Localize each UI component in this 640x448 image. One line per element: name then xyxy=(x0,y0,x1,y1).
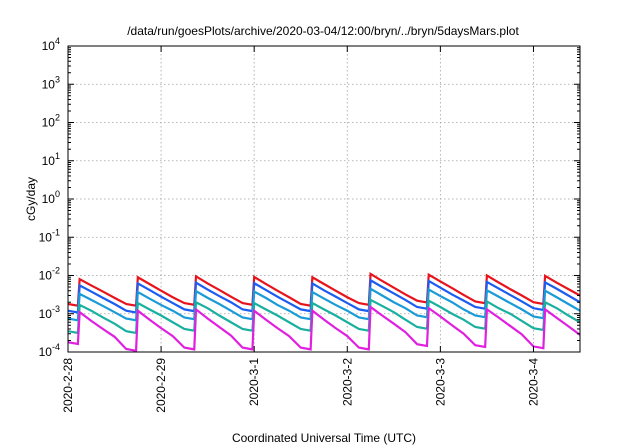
x-tick-label: 2020-3-3 xyxy=(433,358,447,406)
x-tick-label: 2020-3-4 xyxy=(526,358,540,406)
y-tick-label: 10-1 xyxy=(39,227,60,244)
y-tick-label: 103 xyxy=(42,74,60,91)
y-axis: 10-4 10-3 10-2 10-1 100 101 102 103 104 xyxy=(39,36,580,359)
chart-title: /data/run/goesPlots/archive/2020-03-04/1… xyxy=(127,24,519,38)
grid xyxy=(68,46,580,352)
x-tick-label: 2020-3-1 xyxy=(247,358,261,406)
y-tick-label: 10-4 xyxy=(39,342,60,359)
series-line-5 xyxy=(68,304,580,352)
y-axis-label: cGy/day xyxy=(24,177,38,221)
y-tick-label: 104 xyxy=(42,36,60,53)
series-line-3 xyxy=(68,286,580,322)
x-tick-label: 2020-2-28 xyxy=(61,358,75,413)
series-group xyxy=(68,272,580,352)
y-tick-label: 100 xyxy=(42,189,60,206)
x-tick-label: 2020-2-29 xyxy=(154,358,168,413)
x-tick-label: 2020-3-2 xyxy=(340,358,354,406)
y-tick-label: 102 xyxy=(42,113,60,130)
y-tick-label: 101 xyxy=(42,151,60,168)
x-axis-label: Coordinated Universal Time (UTC) xyxy=(232,431,416,445)
x-axis: 2020-2-28 2020-2-29 2020-3-1 2020-3-2 2020-3… xyxy=(61,46,540,413)
y-tick-label: 10-3 xyxy=(39,304,60,321)
series-line-4 xyxy=(68,298,580,335)
series-line-2 xyxy=(68,278,580,314)
series-line-1 xyxy=(68,272,580,308)
y-tick-label: 10-2 xyxy=(39,266,60,283)
